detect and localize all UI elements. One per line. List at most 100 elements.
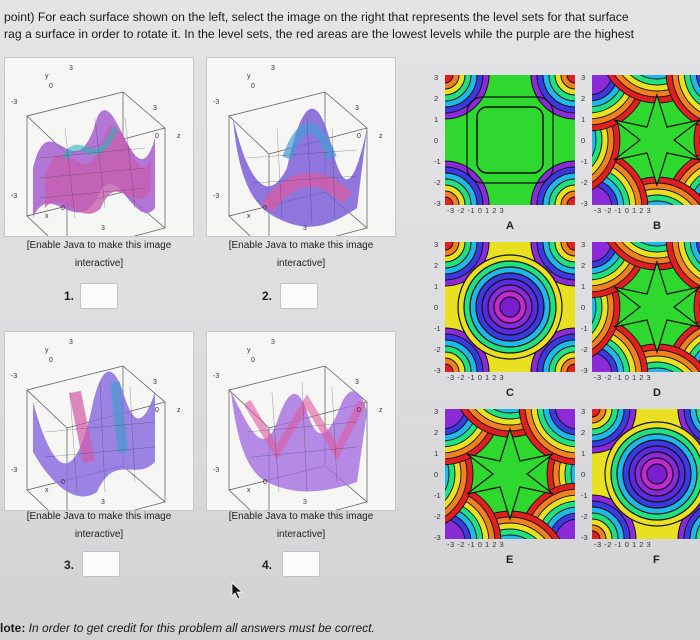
y-tick-label: 3 bbox=[581, 73, 586, 82]
level-set-graphic bbox=[592, 409, 700, 539]
y-tick-label: 3 bbox=[434, 407, 439, 416]
instructions-line-1: point) For each surface shown on the lef… bbox=[4, 10, 629, 24]
tick-label: 0 bbox=[357, 133, 361, 140]
level-set-graphic bbox=[445, 242, 575, 372]
y-tick-label: -3 bbox=[581, 199, 588, 208]
mouse-pointer-icon bbox=[231, 582, 244, 600]
x-tick-labels: -3 -2 -1 0 1 2 3 bbox=[594, 540, 652, 549]
axis-label: x bbox=[45, 213, 49, 220]
tick-label: 0 bbox=[61, 479, 65, 486]
axis-label: y bbox=[45, 347, 49, 354]
tick-label: 0 bbox=[263, 479, 267, 486]
note-prefix: lote: bbox=[0, 621, 26, 635]
tick-label: -3 bbox=[213, 467, 219, 474]
plot-label-c: C bbox=[506, 387, 514, 399]
tick-label: 3 bbox=[355, 379, 359, 386]
answer-drop-target-3[interactable] bbox=[82, 551, 120, 577]
tick-label: -3 bbox=[11, 193, 17, 200]
tick-label: 0 bbox=[263, 205, 267, 212]
level-set-plot-e[interactable] bbox=[445, 409, 575, 539]
y-tick-label: 1 bbox=[434, 282, 439, 291]
tick-label: 0 bbox=[155, 133, 159, 140]
x-tick-labels: -3 -2 -1 0 1 2 3 bbox=[447, 206, 505, 215]
y-tick-label: -3 bbox=[581, 533, 588, 542]
y-tick-label: -2 bbox=[434, 512, 441, 521]
y-tick-label: 3 bbox=[581, 407, 586, 416]
surface-plot-1: 3 y 0 -3 3 0 z -3 0 x 3 bbox=[11, 65, 181, 236]
level-set-graphic bbox=[592, 75, 700, 205]
y-tick-label: 0 bbox=[581, 303, 586, 312]
y-tick-label: 2 bbox=[581, 428, 586, 437]
tick-label: 3 bbox=[69, 339, 73, 346]
y-tick-label: -2 bbox=[434, 345, 441, 354]
question-number-4: 4. bbox=[262, 558, 273, 572]
caption-3: [Enable Java to make this image interact… bbox=[26, 511, 172, 540]
level-set-graphic bbox=[445, 75, 575, 205]
y-tick-label: -3 bbox=[434, 199, 441, 208]
plot-label-a: A bbox=[506, 220, 514, 232]
tick-label: 0 bbox=[251, 357, 255, 364]
y-tick-label: 0 bbox=[581, 136, 586, 145]
y-tick-label: 2 bbox=[434, 94, 439, 103]
x-tick-labels: -3 -2 -1 0 1 2 3 bbox=[594, 373, 652, 382]
tick-label: 0 bbox=[155, 407, 159, 414]
surface-plot-4: 3 y 0 -3 3 0 z -3 0 x 3 bbox=[213, 339, 383, 510]
y-tick-label: 0 bbox=[434, 303, 439, 312]
y-tick-label: -1 bbox=[581, 324, 588, 333]
y-tick-label: 0 bbox=[434, 136, 439, 145]
caption-1: [Enable Java to make this image interact… bbox=[26, 240, 172, 269]
question-number-3: 3. bbox=[64, 558, 75, 572]
surface-image-3[interactable]: 3 y 0 -3 3 0 z -3 0 x 3 bbox=[4, 331, 194, 511]
y-tick-label: -2 bbox=[581, 512, 588, 521]
tick-label: 0 bbox=[49, 83, 53, 90]
y-tick-label: 2 bbox=[581, 261, 586, 270]
tick-label: 0 bbox=[357, 407, 361, 414]
y-tick-label: 1 bbox=[434, 449, 439, 458]
y-tick-label: -1 bbox=[581, 157, 588, 166]
answer-drop-target-2[interactable] bbox=[280, 283, 318, 309]
y-tick-label: 3 bbox=[434, 73, 439, 82]
y-tick-label: -2 bbox=[581, 345, 588, 354]
tick-label: 3 bbox=[355, 105, 359, 112]
answer-drop-target-1[interactable] bbox=[80, 283, 118, 309]
y-tick-label: 2 bbox=[434, 428, 439, 437]
caption-2: [Enable Java to make this image interact… bbox=[228, 240, 374, 269]
tick-label: 3 bbox=[101, 499, 105, 506]
level-set-plot-f[interactable] bbox=[592, 409, 700, 539]
plot-label-e: E bbox=[506, 554, 514, 566]
note: lote: In order to get credit for this pr… bbox=[0, 621, 375, 635]
y-tick-label: -3 bbox=[581, 366, 588, 375]
y-tick-label: -1 bbox=[434, 491, 441, 500]
y-tick-label: -2 bbox=[434, 178, 441, 187]
y-tick-label: 1 bbox=[434, 115, 439, 124]
tick-label: -3 bbox=[213, 99, 219, 106]
y-tick-label: 1 bbox=[581, 449, 586, 458]
tick-label: 3 bbox=[303, 499, 307, 506]
y-tick-label: -1 bbox=[581, 491, 588, 500]
surface-image-1[interactable]: 3 y 0 -3 3 0 z -3 0 x 3 bbox=[4, 57, 194, 237]
tick-label: 3 bbox=[153, 379, 157, 386]
surface-plot-3: 3 y 0 -3 3 0 z -3 0 x 3 bbox=[11, 339, 181, 510]
question-number-1: 1. bbox=[64, 289, 75, 303]
level-set-plot-d[interactable] bbox=[592, 242, 700, 372]
answer-drop-target-4[interactable] bbox=[282, 551, 320, 577]
axis-label: x bbox=[45, 487, 49, 494]
tick-label: -3 bbox=[213, 193, 219, 200]
level-set-plot-c[interactable] bbox=[445, 242, 575, 372]
y-tick-label: -1 bbox=[434, 324, 441, 333]
y-tick-label: 0 bbox=[434, 470, 439, 479]
caption-4: [Enable Java to make this image interact… bbox=[228, 511, 374, 540]
tick-label: 3 bbox=[303, 225, 307, 232]
y-tick-label: 1 bbox=[581, 282, 586, 291]
y-tick-label: -1 bbox=[434, 157, 441, 166]
tick-label: 3 bbox=[153, 105, 157, 112]
level-set-graphic bbox=[445, 409, 575, 539]
y-tick-label: 2 bbox=[581, 94, 586, 103]
level-set-plot-b[interactable] bbox=[592, 75, 700, 205]
y-tick-label: 0 bbox=[581, 470, 586, 479]
surface-image-2[interactable]: 3 y 0 -3 3 0 z -3 0 x 3 bbox=[206, 57, 396, 237]
surface-image-4[interactable]: 3 y 0 -3 3 0 z -3 0 x 3 bbox=[206, 331, 396, 511]
y-tick-label: -2 bbox=[581, 178, 588, 187]
x-tick-labels: -3 -2 -1 0 1 2 3 bbox=[447, 373, 505, 382]
level-set-plot-a[interactable] bbox=[445, 75, 575, 205]
